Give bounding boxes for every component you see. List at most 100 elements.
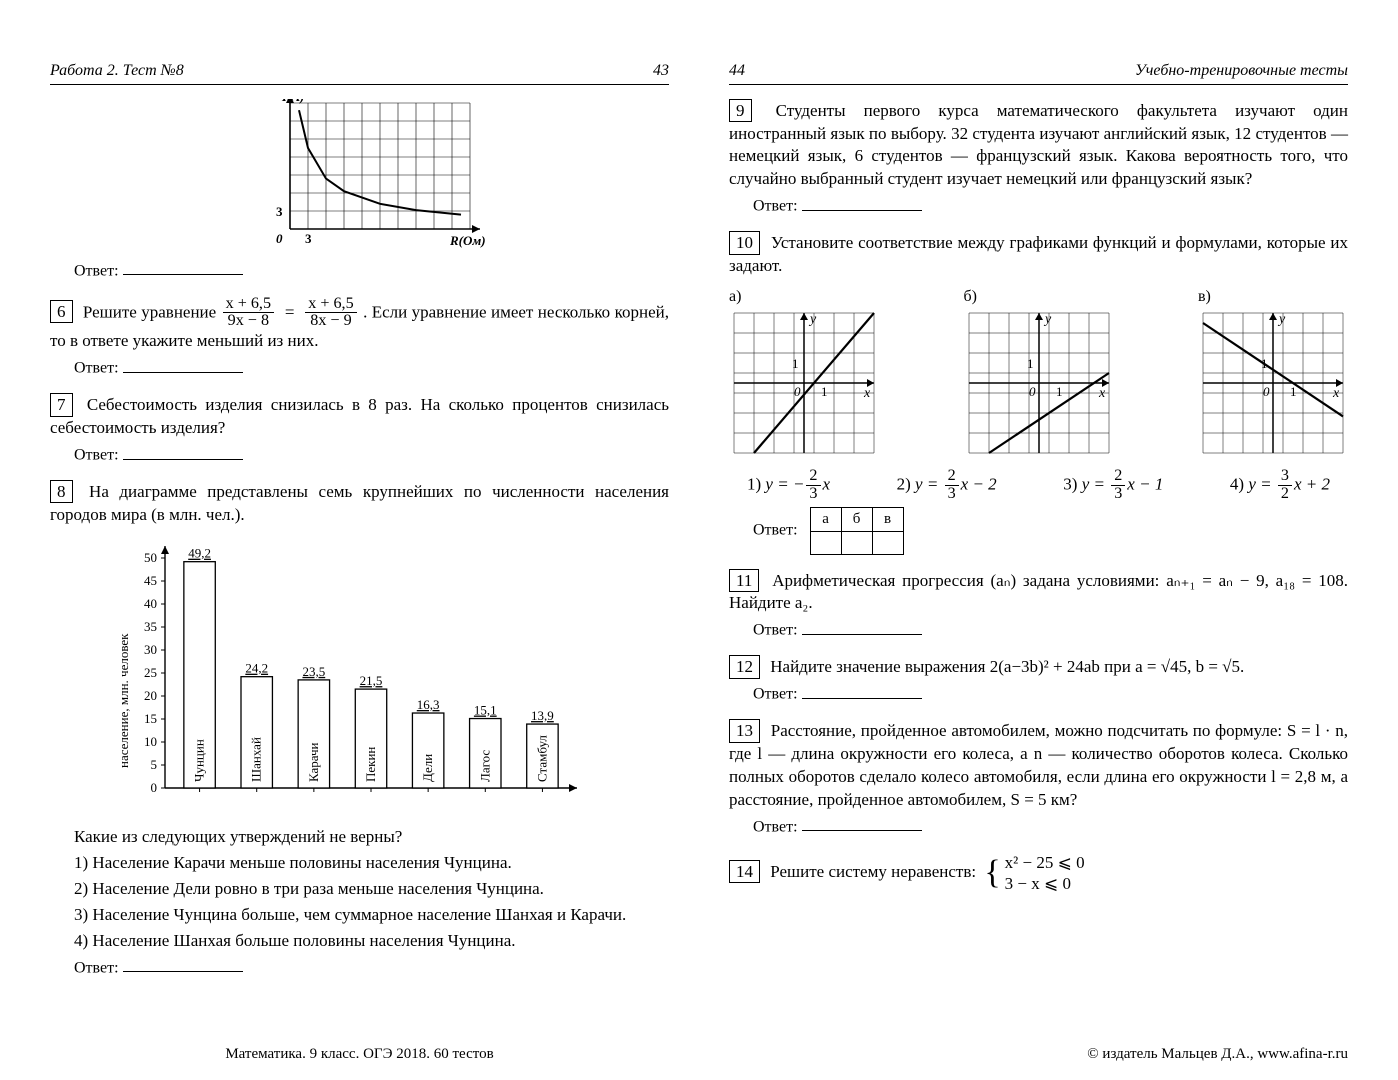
svg-text:45: 45 [144, 573, 157, 588]
question-13: 13 Расстояние, пройденное автомобилем, м… [729, 719, 1348, 812]
right-page-number: 44 [729, 60, 745, 82]
left-running-head: Работа 2. Тест №8 43 [50, 60, 669, 85]
svg-text:y: y [1043, 312, 1052, 327]
qnum-11: 11 [729, 569, 759, 592]
q8-opt-3: 3) Население Чунцина больше, чем суммарн… [74, 904, 669, 927]
q10-formula-options: 1) y = −23x 2) y = 23x − 2 3) y = 23x − … [747, 468, 1330, 503]
svg-text:1: 1 [1027, 356, 1034, 371]
answer-line-9: Ответ: [753, 195, 1348, 217]
answer-line-6: Ответ: [74, 357, 669, 379]
question-10: 10 Установите соответствие между графика… [729, 231, 1348, 278]
svg-text:20: 20 [144, 688, 157, 703]
q10-opt-1: 1) y = −23x [747, 468, 830, 503]
svg-text:1: 1 [821, 384, 828, 399]
qnum-13: 13 [729, 719, 760, 742]
svg-text:1: 1 [1056, 384, 1063, 399]
svg-text:30: 30 [144, 642, 157, 657]
q8-opt-4: 4) Население Шанхая больше половины насе… [74, 930, 669, 953]
question-14: 14 Решите систему неравенств: { x² − 25 … [729, 852, 1348, 895]
svg-text:40: 40 [144, 596, 157, 611]
svg-text:I(А): I(А) [281, 99, 304, 104]
qnum-9: 9 [729, 99, 752, 122]
svg-text:16,3: 16,3 [417, 697, 440, 712]
svg-text:y: y [1277, 312, 1286, 327]
svg-text:x: x [863, 386, 871, 401]
svg-text:1: 1 [792, 356, 799, 371]
svg-text:3: 3 [276, 204, 283, 219]
svg-text:24,2: 24,2 [245, 661, 268, 676]
svg-text:Стамбул: Стамбул [534, 735, 549, 782]
svg-text:25: 25 [144, 665, 157, 680]
page-spread: Работа 2. Тест №8 43 0 3 3 I(А) R(Ом) Ответ:… [0, 0, 1398, 1080]
svg-text:x: x [1098, 386, 1106, 401]
svg-text:3: 3 [305, 231, 312, 246]
right-header-title: Учебно-тренировочные тесты [1135, 60, 1348, 82]
answer-line-11: Ответ: [753, 619, 1348, 641]
fraction-1: x + 6,5 9x − 8 [223, 296, 274, 331]
svg-text:50: 50 [144, 550, 157, 565]
svg-text:Карачи: Карачи [306, 743, 321, 783]
svg-text:население, млн. человек: население, млн. человек [116, 633, 131, 768]
svg-text:R(Ом): R(Ом) [449, 233, 486, 248]
q8-opt-1: 1) Население Карачи меньше половины насе… [74, 852, 669, 875]
question-6: 6 Решите уравнение x + 6,5 9x − 8 = x + … [50, 296, 669, 354]
qnum-6: 6 [50, 300, 73, 323]
svg-text:0: 0 [151, 780, 158, 795]
svg-text:15,1: 15,1 [474, 703, 497, 718]
answer-line-7: Ответ: [74, 444, 669, 466]
fraction-2: x + 6,5 8x − 9 [305, 296, 356, 331]
qnum-14: 14 [729, 860, 760, 883]
answer-line-8: Ответ: [74, 957, 669, 979]
svg-text:Лагос: Лагос [477, 750, 492, 782]
question-8: 8 На диаграмме представлены семь крупней… [50, 480, 669, 527]
qnum-12: 12 [729, 655, 760, 678]
svg-text:0: 0 [276, 231, 283, 246]
answer-line-13: Ответ: [753, 816, 1348, 838]
svg-text:35: 35 [144, 619, 157, 634]
q8-prompt: Какие из следующих утверждений не верны? [74, 826, 669, 849]
svg-text:x: x [1332, 386, 1340, 401]
answer-line-5: Ответ: [74, 260, 669, 282]
svg-text:49,2: 49,2 [188, 546, 211, 561]
svg-text:0: 0 [794, 384, 801, 399]
population-bar-chart: 0 5 10 15 20 25 30 35 40 45 50 49,2 Чунцин 24,2 Шанхай… [110, 533, 669, 820]
answer-line-10: Ответ: абв [753, 507, 1348, 554]
svg-text:Дели: Дели [420, 754, 435, 782]
svg-text:1: 1 [1290, 384, 1297, 399]
q10-opt-4: 4) y = 32x + 2 [1230, 468, 1330, 503]
svg-text:Чунцин: Чунцин [192, 739, 207, 782]
right-running-head: 44 Учебно-тренировочные тесты [729, 60, 1348, 85]
svg-text:0: 0 [1263, 384, 1270, 399]
q10-opt-2: 2) y = 23x − 2 [897, 468, 997, 503]
question-9: 9 Студенты первого курса математического… [729, 99, 1348, 192]
svg-text:Пекин: Пекин [363, 747, 378, 782]
q8-options: 1) Население Карачи меньше половины насе… [74, 852, 669, 953]
qnum-10: 10 [729, 231, 760, 254]
inequality-system: { x² − 25 ⩽ 0 3 − x ⩽ 0 [984, 852, 1084, 895]
left-footer: Математика. 9 класс. ОГЭ 2018. 60 тестов [225, 1044, 493, 1064]
q10-mini-graphs: а)011xy б)011xy в)011xy [729, 286, 1348, 464]
q10-answer-table: абв [810, 507, 904, 554]
svg-text:21,5: 21,5 [360, 673, 383, 688]
svg-text:10: 10 [144, 734, 157, 749]
right-footer: © издатель Мальцев Д.А., www.afina-r.ru [1087, 1044, 1348, 1064]
question-7: 7 Себестоимость изделия снизилась в 8 ра… [50, 393, 669, 440]
svg-text:y: y [808, 312, 817, 327]
qnum-8: 8 [50, 480, 73, 503]
left-page-number: 43 [653, 60, 669, 82]
left-page: Работа 2. Тест №8 43 0 3 3 I(А) R(Ом) Ответ:… [50, 60, 669, 1040]
right-page: 44 Учебно-тренировочные тесты 9 Студенты… [729, 60, 1348, 1040]
svg-text:0: 0 [1029, 384, 1036, 399]
resistance-current-chart: 0 3 3 I(А) R(Ом) [250, 99, 669, 256]
q8-opt-2: 2) Население Дели ровно в три раза меньш… [74, 878, 669, 901]
q10-opt-3: 3) y = 23x − 1 [1063, 468, 1163, 503]
svg-text:5: 5 [151, 757, 158, 772]
qnum-7: 7 [50, 393, 73, 416]
svg-text:23,5: 23,5 [302, 664, 325, 679]
svg-text:15: 15 [144, 711, 157, 726]
question-11: 11 Арифметическая прогрессия (aₙ) задана… [729, 569, 1348, 616]
answer-line-12: Ответ: [753, 683, 1348, 705]
svg-text:Шанхай: Шанхай [249, 737, 264, 782]
left-header-title: Работа 2. Тест №8 [50, 60, 184, 82]
question-12: 12 Найдите значение выражения 2(a−3b)² +… [729, 655, 1348, 679]
